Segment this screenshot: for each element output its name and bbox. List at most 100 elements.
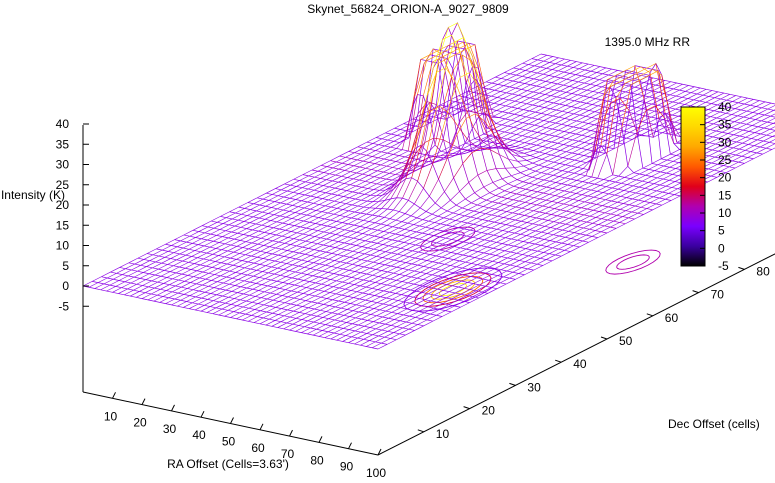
mesh-segment bbox=[390, 320, 401, 326]
mesh-segment bbox=[274, 256, 285, 262]
mesh-segment bbox=[320, 232, 330, 239]
mesh-segment bbox=[351, 331, 362, 338]
mesh-segment bbox=[535, 226, 545, 232]
mesh-segment bbox=[405, 96, 416, 139]
mesh-segment bbox=[614, 203, 624, 209]
mesh-segment bbox=[317, 179, 327, 185]
mesh-segment bbox=[322, 325, 332, 331]
mesh-segment bbox=[456, 248, 467, 255]
mesh-segment bbox=[528, 59, 538, 65]
mesh-segment bbox=[555, 190, 565, 196]
mesh-segment bbox=[365, 235, 375, 242]
mesh-segment bbox=[417, 101, 428, 115]
mesh-segment bbox=[510, 187, 520, 193]
mesh-segment bbox=[436, 106, 447, 112]
mesh-segment bbox=[590, 138, 600, 144]
mesh-segment bbox=[539, 147, 549, 153]
mesh-segment bbox=[631, 66, 641, 72]
mesh-segment bbox=[246, 223, 256, 229]
mesh-segment bbox=[427, 101, 437, 105]
mesh-segment bbox=[598, 79, 608, 123]
mesh-segment bbox=[752, 120, 762, 126]
mesh-segment bbox=[551, 209, 561, 215]
contour-line bbox=[605, 249, 661, 275]
mesh-segment bbox=[446, 101, 456, 107]
mesh-segment bbox=[389, 211, 400, 219]
mesh-segment bbox=[395, 229, 405, 235]
mesh-segment bbox=[374, 231, 384, 237]
mesh-segment bbox=[482, 214, 492, 220]
mesh-segment bbox=[427, 242, 437, 248]
mesh-segment bbox=[380, 173, 390, 179]
mesh-segment bbox=[442, 239, 452, 245]
mesh-segment bbox=[82, 281, 93, 287]
mesh-segment bbox=[321, 266, 332, 272]
mesh-segment bbox=[566, 74, 576, 80]
mesh-segment bbox=[619, 217, 629, 223]
mesh-segment bbox=[350, 239, 360, 245]
mesh-segment bbox=[484, 120, 494, 135]
mesh-segment bbox=[652, 204, 663, 211]
mesh-segment bbox=[410, 207, 421, 217]
mesh-segment bbox=[409, 298, 420, 304]
mesh-segment bbox=[426, 55, 436, 61]
mesh-segment bbox=[570, 246, 580, 252]
mesh-segment bbox=[406, 304, 417, 310]
mesh-segment bbox=[705, 156, 716, 163]
mesh-segment bbox=[380, 278, 391, 284]
mesh-segment bbox=[326, 174, 336, 180]
mesh-segment bbox=[579, 242, 589, 248]
mesh-segment bbox=[510, 128, 520, 134]
mesh-segment bbox=[301, 327, 311, 333]
mesh-segment bbox=[331, 320, 341, 327]
mesh-segment bbox=[489, 249, 500, 255]
mesh-segment bbox=[408, 113, 419, 139]
mesh-segment bbox=[568, 167, 578, 173]
mesh-segment bbox=[391, 307, 401, 313]
mesh-segment bbox=[527, 85, 537, 91]
mesh-segment bbox=[564, 172, 575, 179]
mesh-segment bbox=[465, 192, 475, 200]
mesh-segment bbox=[233, 306, 244, 312]
mesh-segment bbox=[633, 167, 643, 174]
mesh-segment bbox=[479, 279, 489, 286]
mesh-segment bbox=[530, 211, 540, 217]
mesh-segment bbox=[643, 209, 653, 215]
mesh-segment bbox=[578, 76, 588, 83]
mesh-segment bbox=[483, 182, 494, 188]
mesh-segment bbox=[297, 274, 308, 280]
mesh-segment bbox=[580, 228, 590, 235]
mesh-segment bbox=[284, 297, 295, 303]
mesh-segment bbox=[270, 215, 281, 221]
mesh-segment bbox=[556, 164, 566, 170]
mesh-segment bbox=[344, 297, 354, 303]
mesh-segment bbox=[291, 213, 302, 219]
mesh-segment bbox=[295, 313, 306, 319]
mesh-segment bbox=[257, 239, 268, 245]
mesh-segment bbox=[464, 223, 474, 230]
mesh-segment bbox=[589, 224, 599, 230]
mesh-segment bbox=[498, 257, 508, 263]
mesh-segment bbox=[253, 258, 264, 264]
mesh-segment bbox=[179, 249, 190, 255]
mesh-segment bbox=[628, 72, 638, 78]
mesh-segment bbox=[340, 184, 351, 190]
mesh-segment bbox=[451, 34, 462, 55]
mesh-segment bbox=[391, 248, 401, 254]
mesh-segment bbox=[711, 158, 721, 164]
mesh-segment bbox=[448, 108, 459, 114]
mesh-segment bbox=[704, 123, 714, 129]
mesh-segment bbox=[519, 64, 529, 70]
mesh-segment bbox=[591, 185, 601, 191]
mesh-segment bbox=[530, 151, 540, 156]
mesh-segment bbox=[164, 265, 174, 271]
mesh-segment bbox=[565, 87, 576, 93]
mesh-segment bbox=[336, 216, 346, 222]
mesh-segment bbox=[558, 112, 569, 118]
mesh-segment bbox=[439, 291, 450, 297]
mesh-segment bbox=[141, 293, 152, 299]
mesh-segment bbox=[437, 284, 447, 290]
mesh-segment bbox=[450, 77, 461, 101]
mesh-segment bbox=[711, 98, 721, 104]
mesh-segment bbox=[352, 305, 363, 311]
